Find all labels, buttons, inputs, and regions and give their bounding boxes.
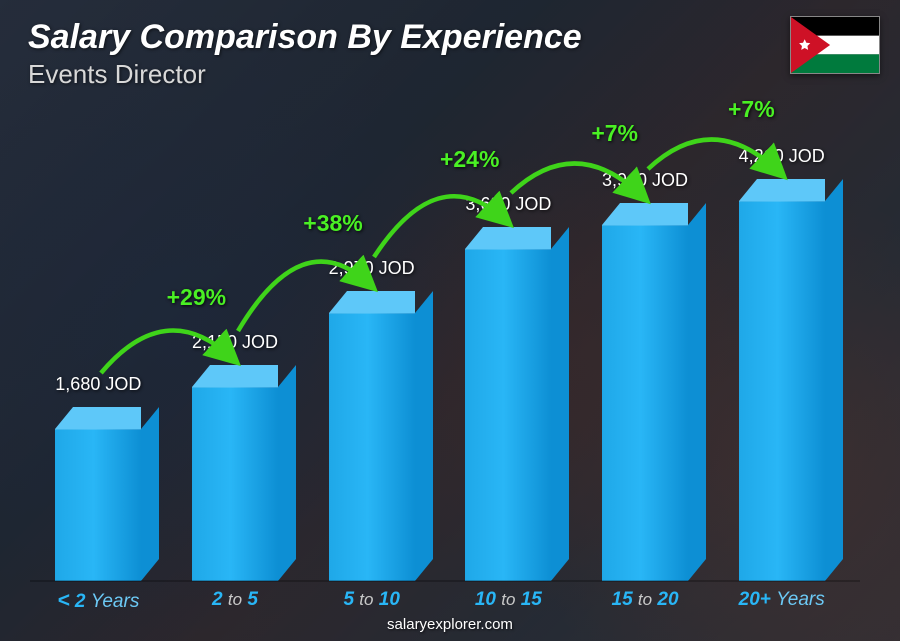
bar-side bbox=[278, 365, 296, 581]
bar-slot: 2,970 JOD +38% bbox=[303, 150, 440, 581]
bar-value-label: 3,940 JOD bbox=[565, 170, 725, 191]
x-axis-label: 10 to 15 bbox=[440, 589, 577, 613]
increase-percent-label: +7% bbox=[728, 96, 775, 123]
bar bbox=[192, 387, 278, 581]
chart-title: Salary Comparison By Experience bbox=[28, 18, 582, 57]
increase-percent-label: +29% bbox=[167, 284, 226, 311]
bar-slot: 2,150 JOD +29% bbox=[167, 150, 304, 581]
x-axis-labels: < 2 Years2 to 55 to 1010 to 1515 to 2020… bbox=[30, 589, 850, 613]
bar-top bbox=[192, 365, 278, 387]
chart-area: 1,680 JOD2,150 JOD +29%2,970 JOD +38%3,6… bbox=[30, 150, 850, 581]
bar-front bbox=[465, 249, 551, 581]
chart-subtitle: Events Director bbox=[28, 59, 582, 90]
bar-slot: 4,210 JOD +7% bbox=[713, 150, 850, 581]
bar-top bbox=[602, 203, 688, 225]
bar-slot: 1,680 JOD bbox=[30, 150, 167, 581]
bar-front bbox=[55, 429, 141, 581]
bar-front bbox=[329, 313, 415, 581]
bar bbox=[55, 429, 141, 581]
x-axis-label: < 2 Years bbox=[30, 589, 167, 613]
chart-baseline bbox=[30, 580, 860, 582]
bar bbox=[602, 225, 688, 581]
bar-side bbox=[141, 407, 159, 581]
bar-slot: 3,940 JOD +7% bbox=[577, 150, 714, 581]
footer-attribution: salaryexplorer.com bbox=[0, 616, 900, 633]
bar-top bbox=[739, 179, 825, 201]
increase-percent-label: +7% bbox=[591, 120, 638, 147]
bar-front bbox=[739, 201, 825, 581]
bar-value-label: 1,680 JOD bbox=[18, 374, 178, 395]
increase-percent-label: +38% bbox=[303, 210, 362, 237]
x-axis-label: 2 to 5 bbox=[167, 589, 304, 613]
bar-top bbox=[329, 291, 415, 313]
bar-top bbox=[465, 227, 551, 249]
bar-slot: 3,680 JOD +24% bbox=[440, 150, 577, 581]
bar bbox=[329, 313, 415, 581]
title-block: Salary Comparison By Experience Events D… bbox=[28, 18, 582, 90]
bar-value-label: 2,150 JOD bbox=[155, 332, 315, 353]
bar-side bbox=[551, 227, 569, 581]
bar-front bbox=[602, 225, 688, 581]
bar-side bbox=[688, 203, 706, 581]
bar bbox=[465, 249, 551, 581]
bar-side bbox=[415, 291, 433, 581]
x-axis-label: 20+ Years bbox=[713, 589, 850, 613]
bar-top bbox=[55, 407, 141, 429]
increase-percent-label: +24% bbox=[440, 146, 499, 173]
bar-side bbox=[825, 179, 843, 581]
country-flag-jordan bbox=[790, 16, 880, 74]
bar-value-label: 2,970 JOD bbox=[292, 258, 452, 279]
x-axis-label: 5 to 10 bbox=[303, 589, 440, 613]
bar-front bbox=[192, 387, 278, 581]
bar-value-label: 4,210 JOD bbox=[702, 146, 862, 167]
x-axis-label: 15 to 20 bbox=[577, 589, 714, 613]
bar-value-label: 3,680 JOD bbox=[428, 194, 588, 215]
bar bbox=[739, 201, 825, 581]
